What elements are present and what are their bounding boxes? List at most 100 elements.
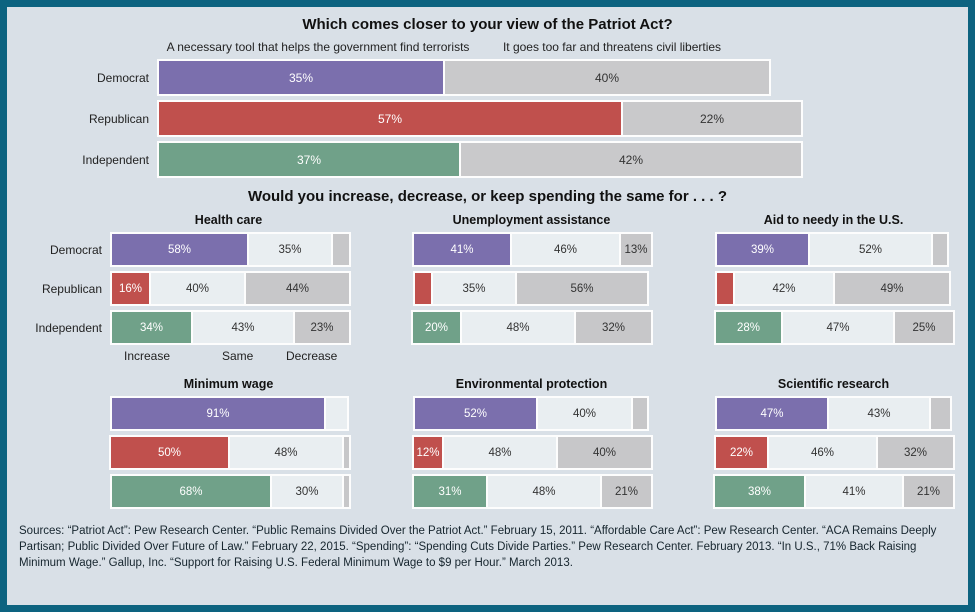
mini-bar-row: 50%48% (15, 435, 351, 470)
stacked-bar: 68%30% (110, 474, 351, 509)
spending-chart-title: Would you increase, decrease, or keep sp… (7, 188, 968, 205)
bar-segment: 35% (159, 61, 443, 94)
stacked-bar: 37%42% (157, 141, 803, 178)
bar-segment: 39% (717, 234, 808, 265)
stacked-bar: 50%48% (109, 435, 351, 470)
bar-segment (717, 273, 733, 304)
bar-segment: 16% (112, 273, 149, 304)
bar-segment: 48% (488, 476, 600, 507)
bar-segment: 46% (512, 234, 619, 265)
bar-segment: 48% (462, 312, 574, 343)
stacked-bar: 16%40%44% (110, 271, 351, 306)
mini-bar-row: Democrat58%35% (15, 232, 351, 267)
bar-segment: 12% (414, 437, 442, 468)
column-label-goes-too-far: It goes too far and threatens civil libe… (477, 40, 747, 54)
patriot-column-headers: A necessary tool that helps the governme… (165, 40, 968, 54)
stacked-bar: 31%48%21% (412, 474, 653, 509)
patriot-bar-row: Democrat35%40% (7, 59, 968, 96)
bar-segment: 22% (623, 102, 801, 135)
bar-segment: 23% (295, 312, 349, 343)
mini-bar-row: 52%40% (351, 396, 653, 431)
bar-segment: 34% (112, 312, 191, 343)
mini-bar-row: 47%43% (653, 396, 955, 431)
legend-label-same: Same (222, 349, 253, 363)
mini-chart-scientific-research: Scientific research 47%43% 22%46%32% 38%41%… (653, 377, 955, 513)
spending-mini-charts: Health careDemocrat58%35%Republican16%40… (7, 213, 968, 513)
bar-segment: 13% (621, 234, 651, 265)
patriot-bar-row: Independent37%42% (7, 141, 968, 178)
bar-segment: 37% (159, 143, 459, 176)
stacked-bar: 42%49% (715, 271, 951, 306)
stacked-bar: 35%40% (157, 59, 771, 96)
mini-chart-title: Unemployment assistance (413, 213, 650, 227)
bar-segment (344, 476, 349, 507)
bar-segment: 21% (904, 476, 953, 507)
stacked-bar: 22%46%32% (714, 435, 955, 470)
bar-segment (344, 437, 349, 468)
bar-segment: 32% (878, 437, 953, 468)
mini-chart-minimum-wage: Minimum wage91%50%48%68%30% (15, 377, 351, 513)
bar-segment: 30% (272, 476, 342, 507)
mini-bar-row: 35%56% (351, 271, 653, 306)
bar-segment: 44% (246, 273, 349, 304)
bar-segment: 47% (717, 398, 827, 429)
mini-bar-row: 28%47%25% (653, 310, 955, 345)
bar-segment: 47% (783, 312, 893, 343)
bar-segment: 40% (538, 398, 631, 429)
stacked-bar: 41%46%13% (412, 232, 653, 267)
infographic-frame: Which comes closer to your view of the P… (0, 0, 975, 612)
bar-segment: 58% (112, 234, 247, 265)
mini-chart-title: Scientific research (715, 377, 952, 391)
stacked-bar: 58%35% (110, 232, 351, 267)
mini-chart-aid-to-needy: Aid to needy in the U.S.39%52%42%49%28%4… (653, 213, 955, 365)
mini-bar-row: 91% (15, 396, 351, 431)
stacked-bar: 47%43% (715, 396, 952, 431)
mini-bar-row: 41%46%13% (351, 232, 653, 267)
bar-segment: 20% (413, 312, 460, 343)
bar-segment: 21% (602, 476, 651, 507)
mini-bar-row: Independent34%43%23% (15, 310, 351, 345)
patriot-bar-row: Republican57%22% (7, 100, 968, 137)
bar-segment (931, 398, 950, 429)
patriot-chart: Democrat35%40% Republican57%22% Independen… (7, 59, 968, 178)
row-label-independent: Independent (15, 153, 157, 167)
mini-bar-row: 39%52% (653, 232, 955, 267)
bar-segment (333, 234, 349, 265)
bar-segment: 22% (716, 437, 767, 468)
bar-segment (933, 234, 947, 265)
row-label-democrat: Democrat (15, 71, 157, 85)
stacked-bar: 34%43%23% (110, 310, 351, 345)
row-label-independent: Independent (15, 321, 110, 335)
bar-segment: 43% (193, 312, 293, 343)
mini-bar-row: Republican16%40%44% (15, 271, 351, 306)
bar-segment: 35% (433, 273, 515, 304)
bar-segment: 48% (444, 437, 556, 468)
bar-segment: 42% (461, 143, 801, 176)
bar-segment: 68% (112, 476, 270, 507)
bar-segment: 25% (895, 312, 953, 343)
bar-segment: 49% (835, 273, 949, 304)
bar-segment: 52% (415, 398, 536, 429)
bar-segment: 56% (517, 273, 647, 304)
bar-segment: 41% (806, 476, 902, 507)
column-label-necessary-tool: A necessary tool that helps the governme… (165, 40, 471, 54)
bar-segment: 38% (715, 476, 804, 507)
mini-chart-title: Health care (110, 213, 347, 227)
sources-text: Sources: “Patriot Act”: Pew Research Cen… (19, 523, 956, 571)
stacked-bar: 38%41%21% (713, 474, 955, 509)
row-label-democrat: Democrat (15, 243, 110, 257)
stacked-bar: 39%52% (715, 232, 949, 267)
bar-segment: 43% (829, 398, 929, 429)
bar-segment: 52% (810, 234, 931, 265)
mini-bar-row: 12%48%40% (351, 435, 653, 470)
stacked-bar: 52%40% (413, 396, 649, 431)
bar-segment: 40% (151, 273, 244, 304)
stacked-bar: 35%56% (413, 271, 649, 306)
bar-segment: 57% (159, 102, 621, 135)
bar-segment: 41% (414, 234, 510, 265)
stacked-bar: 91% (110, 396, 349, 431)
mini-bar-row: 31%48%21% (351, 474, 653, 509)
legend-label-increase: Increase (124, 349, 170, 363)
stacked-bar: 20%48%32% (411, 310, 653, 345)
bar-segment: 50% (111, 437, 228, 468)
